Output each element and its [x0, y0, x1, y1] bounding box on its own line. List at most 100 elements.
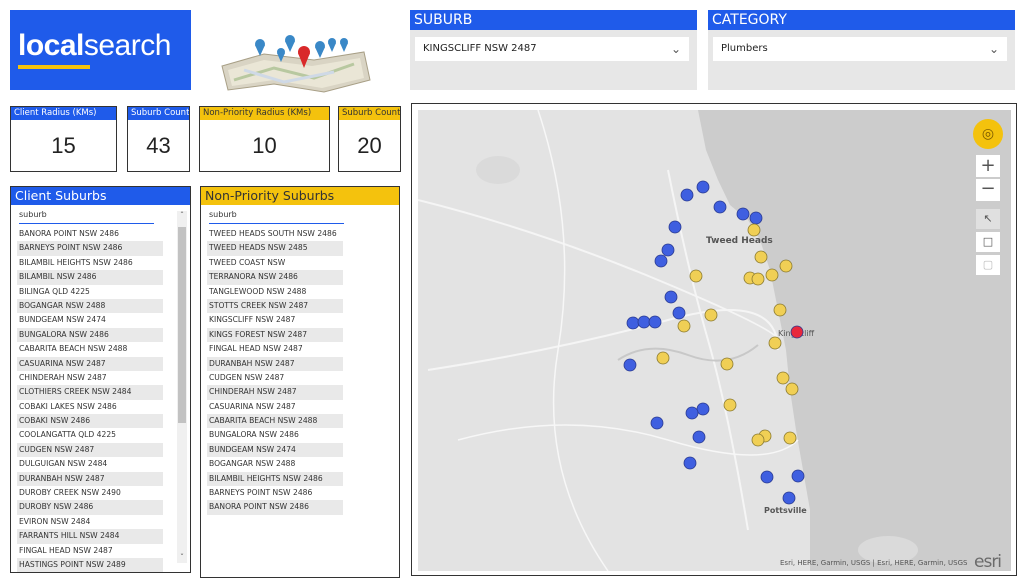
zoom-out-button[interactable]: −	[975, 178, 1001, 202]
map-canvas[interactable]: Tweed Heads Kingscliff Pottsville ◎ + − …	[418, 110, 1011, 571]
table-row[interactable]: HASTINGS POINT NSW 2489	[17, 557, 163, 573]
table-row[interactable]: BARNEYS POINT NSW 2486	[17, 241, 163, 256]
suburb-slicer: SUBURB KINGSCLIFF NSW 2487 ⌄	[410, 10, 697, 90]
table-row[interactable]: CASUARINA NSW 2487	[17, 356, 163, 371]
table-row[interactable]: DUROBY CREEK NSW 2490	[19, 488, 121, 498]
map-insights-button[interactable]: ◎	[973, 119, 1003, 149]
client-suburb-marker[interactable]	[736, 207, 750, 221]
client-suburb-marker[interactable]	[668, 220, 682, 234]
table-row[interactable]: FARRANTS HILL NSW 2484	[17, 529, 163, 544]
table-row[interactable]: BILINGA QLD 4225	[19, 286, 90, 296]
category-dropdown[interactable]: Plumbers ⌄	[713, 37, 1007, 61]
select-tool-button[interactable]: ↖	[975, 208, 1001, 230]
table-row[interactable]: BARNEYS POINT NSW 2486	[209, 488, 313, 498]
table-row[interactable]: BOGANGAR NSW 2488	[209, 459, 296, 469]
non-priority-suburb-marker[interactable]	[723, 398, 737, 412]
client-suburb-marker[interactable]	[760, 470, 774, 484]
non-priority-suburb-marker[interactable]	[689, 269, 703, 283]
client-suburb-marker[interactable]	[626, 316, 640, 330]
client-suburb-marker[interactable]	[648, 315, 662, 329]
non-priority-suburb-marker[interactable]	[783, 431, 797, 445]
non-priority-suburb-marker[interactable]	[773, 303, 787, 317]
table-row[interactable]: STOTTS CREEK NSW 2487	[207, 298, 343, 314]
table-row[interactable]: COBAKI NSW 2486	[17, 414, 163, 429]
non-priority-suburb-marker[interactable]	[785, 382, 799, 396]
table-row[interactable]: FINGAL HEAD NSW 2487	[209, 344, 303, 354]
client-suburbs-scrollbar[interactable]: ˆ ˇ	[177, 211, 187, 563]
client-suburb-marker[interactable]	[672, 306, 686, 320]
table-row[interactable]: DURANBAH NSW 2487	[207, 356, 343, 371]
table-row[interactable]: DUROBY NSW 2486	[17, 500, 163, 515]
chevron-down-icon[interactable]: ˇ	[180, 553, 184, 562]
client-suburb-marker[interactable]	[749, 211, 763, 225]
lasso-select-button[interactable]: ▢	[975, 254, 1001, 276]
non-priority-suburb-marker[interactable]	[704, 308, 718, 322]
table-row[interactable]: TWEED HEADS SOUTH NSW 2486	[209, 229, 337, 238]
table-row[interactable]: DULGUIGAN NSW 2484	[19, 459, 108, 469]
table-row[interactable]: CHINDERAH NSW 2487	[207, 385, 343, 400]
table-row[interactable]: KINGSCLIFF NSW 2487	[209, 315, 296, 325]
table-row[interactable]: BILAMBIL NSW 2486	[17, 270, 163, 285]
client-suburb-marker[interactable]	[696, 402, 710, 416]
table-row[interactable]: TWEED HEADS NSW 2485	[207, 241, 343, 256]
table-row[interactable]: CABARITA BEACH NSW 2488	[19, 344, 128, 354]
table-row[interactable]: CHINDERAH NSW 2487	[19, 372, 107, 382]
table-row[interactable]: CLOTHIERS CREEK NSW 2484	[17, 385, 163, 400]
table-row[interactable]: BUNDGEAM NSW 2474	[207, 442, 343, 458]
non-priority-suburb-marker[interactable]	[720, 357, 734, 371]
non-priority-suburb-marker[interactable]	[677, 319, 691, 333]
table-row[interactable]: KINGS FOREST NSW 2487	[207, 327, 343, 343]
table-row[interactable]: CUDGEN NSW 2487	[209, 372, 285, 382]
table-row[interactable]: BANORA POINT NSW 2486	[207, 500, 343, 515]
client-suburb-marker[interactable]	[685, 406, 699, 420]
table-row[interactable]: BUNGALORA NSW 2486	[209, 430, 299, 440]
non-priority-suburb-marker[interactable]	[776, 371, 790, 385]
non-priority-suburb-marker[interactable]	[768, 336, 782, 350]
table-row[interactable]: TERRANORA NSW 2486	[207, 270, 343, 285]
scrollbar-thumb[interactable]	[178, 227, 186, 423]
table-row[interactable]: BANORA POINT NSW 2486	[19, 229, 119, 238]
client-suburb-marker[interactable]	[661, 243, 675, 257]
client-suburb-marker[interactable]	[692, 430, 706, 444]
table-row[interactable]: BILAMBIL HEIGHTS NSW 2486	[207, 471, 343, 487]
non-priority-suburb-marker[interactable]	[751, 433, 765, 447]
zoom-in-button[interactable]: +	[975, 154, 1001, 178]
client-suburb-marker[interactable]	[696, 180, 710, 194]
table-row[interactable]: BOGANGAR NSW 2488	[17, 298, 163, 314]
non-priority-suburb-marker[interactable]	[779, 259, 793, 273]
table-row[interactable]: COBAKI LAKES NSW 2486	[19, 401, 117, 411]
table-row[interactable]: FINGAL HEAD NSW 2487	[19, 545, 113, 555]
client-suburb-marker[interactable]	[650, 416, 664, 430]
table-row[interactable]: BILAMBIL HEIGHTS NSW 2486	[19, 257, 133, 267]
rectangle-select-button[interactable]: □	[975, 231, 1001, 253]
table-row[interactable]: EVIRON NSW 2484	[19, 516, 91, 526]
table-row[interactable]: CABARITA BEACH NSW 2488	[207, 414, 343, 429]
client-suburb-marker[interactable]	[680, 188, 694, 202]
client-suburbs-column-header[interactable]: suburb	[11, 208, 190, 224]
table-row[interactable]: CASUARINA NSW 2487	[209, 401, 296, 411]
client-suburb-marker[interactable]	[623, 358, 637, 372]
selected-suburb-marker[interactable]	[790, 325, 804, 339]
client-suburb-marker[interactable]	[782, 491, 796, 505]
client-suburb-marker[interactable]	[713, 200, 727, 214]
client-suburb-marker[interactable]	[791, 469, 805, 483]
client-suburb-marker[interactable]	[637, 315, 651, 329]
client-suburb-marker[interactable]	[664, 290, 678, 304]
table-row[interactable]: CUDGEN NSW 2487	[17, 442, 163, 458]
table-row[interactable]: TANGLEWOOD NSW 2488	[209, 286, 307, 296]
non-priority-suburb-marker[interactable]	[754, 250, 768, 264]
table-row[interactable]: COOLANGATTA QLD 4225	[19, 430, 116, 440]
non-priority-suburb-marker[interactable]	[765, 268, 779, 282]
client-suburb-marker[interactable]	[654, 254, 668, 268]
table-row[interactable]: TWEED COAST NSW	[209, 257, 286, 267]
non-priority-suburb-marker[interactable]	[747, 223, 761, 237]
suburb-dropdown[interactable]: KINGSCLIFF NSW 2487 ⌄	[415, 37, 689, 61]
non-priority-suburb-marker[interactable]	[751, 272, 765, 286]
table-row[interactable]: BUNGALORA NSW 2486	[17, 327, 163, 343]
table-row[interactable]: BUNDGEAM NSW 2474	[19, 315, 106, 325]
non-priority-suburb-marker[interactable]	[656, 351, 670, 365]
chevron-up-icon[interactable]: ˆ	[180, 211, 184, 220]
client-suburb-marker[interactable]	[683, 456, 697, 470]
non-priority-suburbs-column-header[interactable]: suburb	[201, 208, 399, 224]
table-row[interactable]: DURANBAH NSW 2487	[17, 471, 163, 487]
